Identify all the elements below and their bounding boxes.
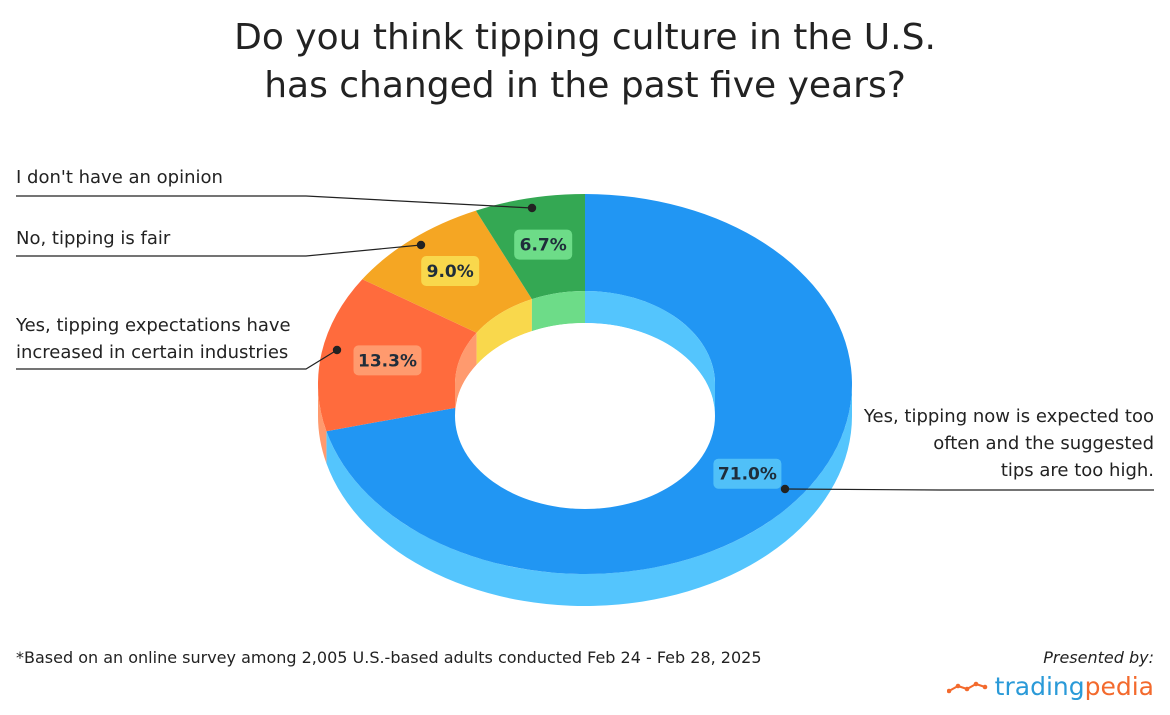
outer-side-1 [318, 384, 327, 464]
slice-label-2-line-0: No, tipping is fair [16, 228, 171, 249]
leader-dot-3 [527, 203, 537, 213]
inner-wall-1-0 [455, 332, 477, 416]
value-label-2: 9.0% [427, 262, 474, 282]
leader-lines [16, 195, 1154, 494]
logo-text-part1: trading [994, 672, 1085, 701]
chart-title-line-2: has changed in the past five years? [264, 65, 906, 106]
inner-wall-0-0 [585, 291, 715, 416]
value-label-3: 6.7% [520, 236, 567, 256]
footnote: *Based on an online survey among 2,005 U… [16, 648, 762, 667]
tradingpedia-logo[interactable]: tradingpedia [946, 672, 1154, 701]
leader-dot-0 [780, 484, 790, 494]
slice-label-3-line-0: I don't have an opinion [16, 167, 223, 188]
slice-labels: Yes, tipping now is expected too often an… [15, 167, 1154, 481]
trend-line-icon [946, 681, 987, 693]
inner-wall-2-0 [476, 299, 532, 365]
presented-by: Presented by: [1043, 648, 1154, 667]
leader-line-1 [16, 349, 338, 370]
value-badges: 71.0% 13.3% 9.0% 6.7% [353, 229, 782, 489]
value-label-1: 13.3% [358, 351, 417, 371]
inner-wall-3-0 [531, 291, 585, 332]
slice-label-0-line-0: Yes, tipping now is expected too [863, 406, 1154, 427]
value-badge-2 [421, 256, 480, 286]
value-badge-3 [514, 229, 573, 260]
leader-line-0 [784, 488, 1154, 491]
outer-side-0 [326, 384, 852, 607]
logo-text-part2: pedia [1084, 672, 1154, 701]
slice-label-1-line-0: Yes, tipping expectations have [15, 315, 291, 336]
leader-dot-2 [416, 240, 426, 250]
leader-line-2 [16, 244, 422, 257]
leader-line-3 [16, 195, 533, 209]
logo-text: tradingpedia [995, 672, 1154, 701]
donut-hole [455, 323, 715, 509]
value-label-0: 71.0% [718, 465, 777, 485]
chart-title-line-1: Do you think tipping culture in the U.S. [234, 17, 936, 58]
leader-dot-1 [332, 345, 342, 355]
slice-label-0-line-2: tips are too high. [1001, 460, 1154, 481]
slice-label-1-line-1: increased in certain industries [16, 342, 288, 363]
value-badge-0 [713, 458, 782, 489]
value-badge-1 [353, 345, 422, 376]
slice-label-0-line-1: often and the suggested [933, 433, 1154, 454]
donut-top-layer [317, 194, 852, 574]
chart-title: Do you think tipping culture in the U.S.… [0, 14, 1170, 110]
donut-side-layer [318, 384, 852, 607]
